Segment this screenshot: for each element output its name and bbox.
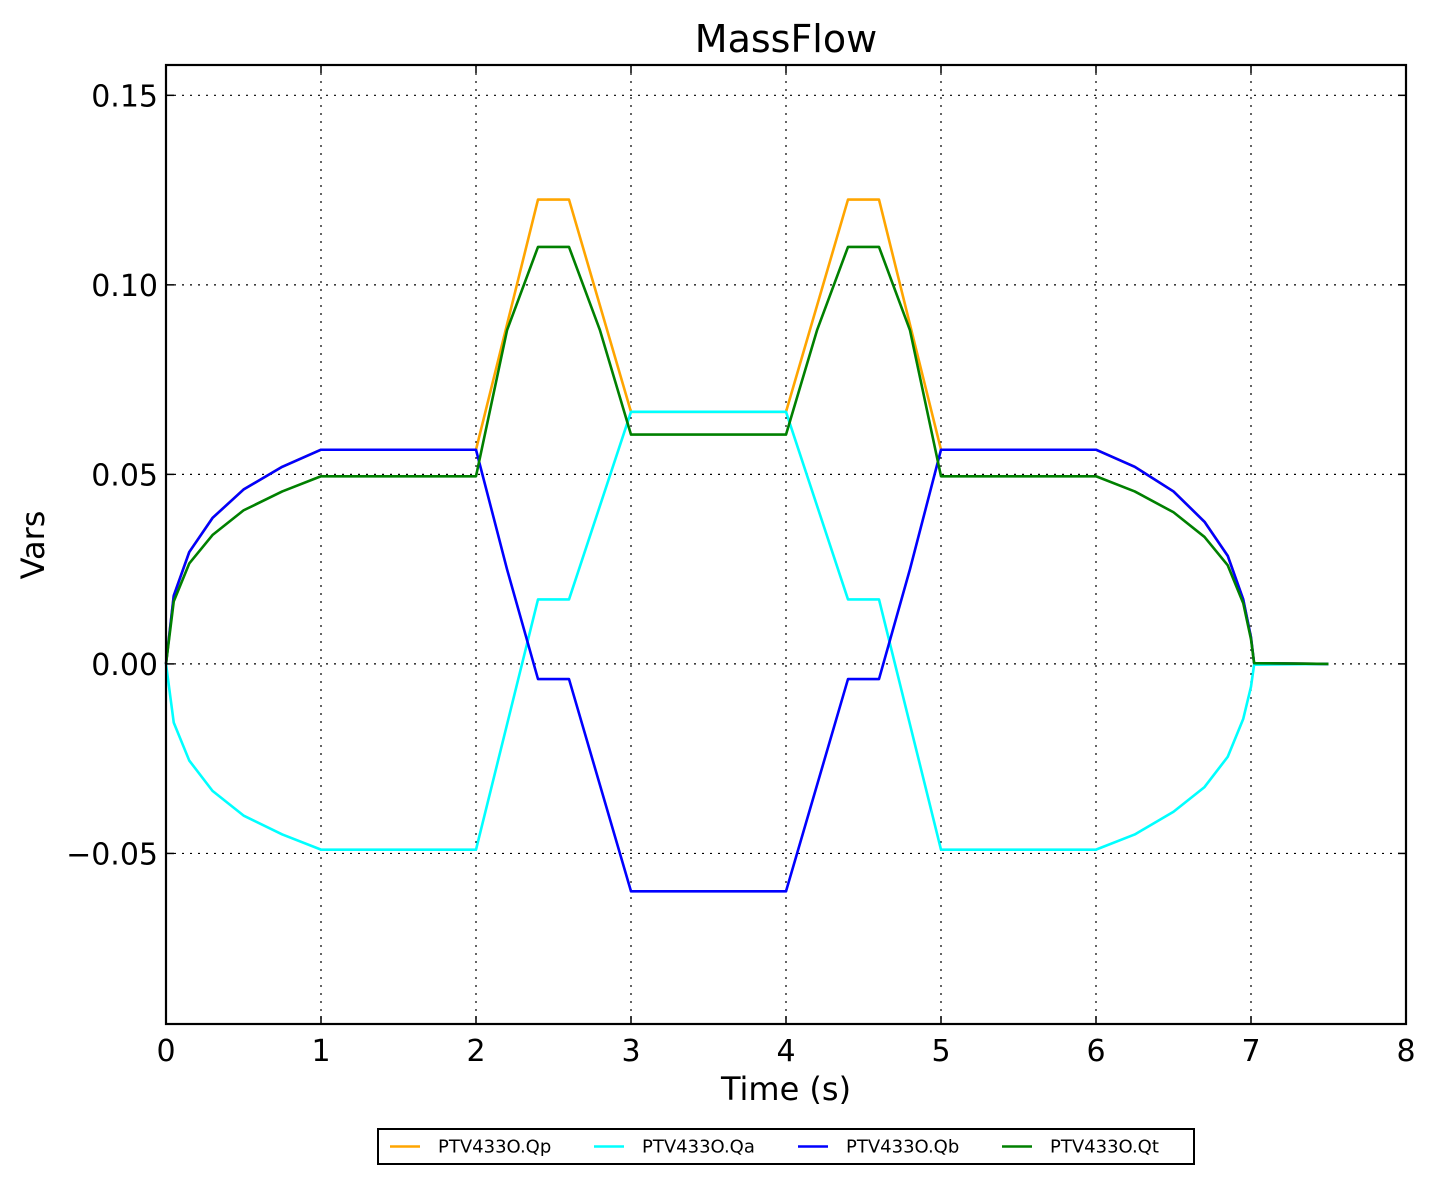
legend-entry: PTV433O.Qt — [1050, 1137, 1159, 1158]
legend-entry: PTV433O.Qp — [438, 1137, 551, 1158]
x-tick-label: 5 — [931, 1034, 950, 1069]
x-tick-label: 7 — [1241, 1034, 1260, 1069]
chart-title: MassFlow — [695, 17, 877, 61]
grid-lines — [166, 65, 1406, 1024]
series-line-ptv433o-qa — [164, 410, 1329, 851]
plot-series — [164, 198, 1329, 893]
legend-box — [377, 1128, 1195, 1165]
x-tick-label: 2 — [466, 1034, 485, 1069]
x-tick-label: 3 — [621, 1034, 640, 1069]
y-tick-label: 0.00 — [91, 648, 158, 683]
y-tick-label: −0.05 — [66, 837, 158, 872]
series-line-ptv433o-qb — [164, 448, 1329, 893]
legend-entry: PTV433O.Qb — [846, 1137, 959, 1158]
x-tick-label: 6 — [1086, 1034, 1105, 1069]
legend: PTV433O.Qp PTV433O.Qa PTV433O.Qb PTV433O.Qt — [377, 1128, 1195, 1165]
x-axis-label: Time (s) — [720, 1070, 851, 1108]
x-tick-label: 1 — [311, 1034, 330, 1069]
y-tick-label: 0.10 — [91, 269, 158, 304]
series-line-ptv433o-qt — [164, 245, 1329, 666]
axis-ticks: 0 1 2 3 4 5 6 7 8 −0.05 0.00 0.05 0.10 0.15 — [66, 65, 1416, 1069]
legend-entry: PTV433O.Qa — [642, 1137, 755, 1158]
y-tick-label: 0.15 — [91, 79, 158, 114]
x-tick-label: 4 — [776, 1034, 795, 1069]
x-tick-label: 0 — [156, 1034, 175, 1069]
y-axis-label: Vars — [14, 511, 52, 580]
x-tick-label: 8 — [1396, 1034, 1415, 1069]
y-tick-label: 0.05 — [91, 458, 158, 493]
